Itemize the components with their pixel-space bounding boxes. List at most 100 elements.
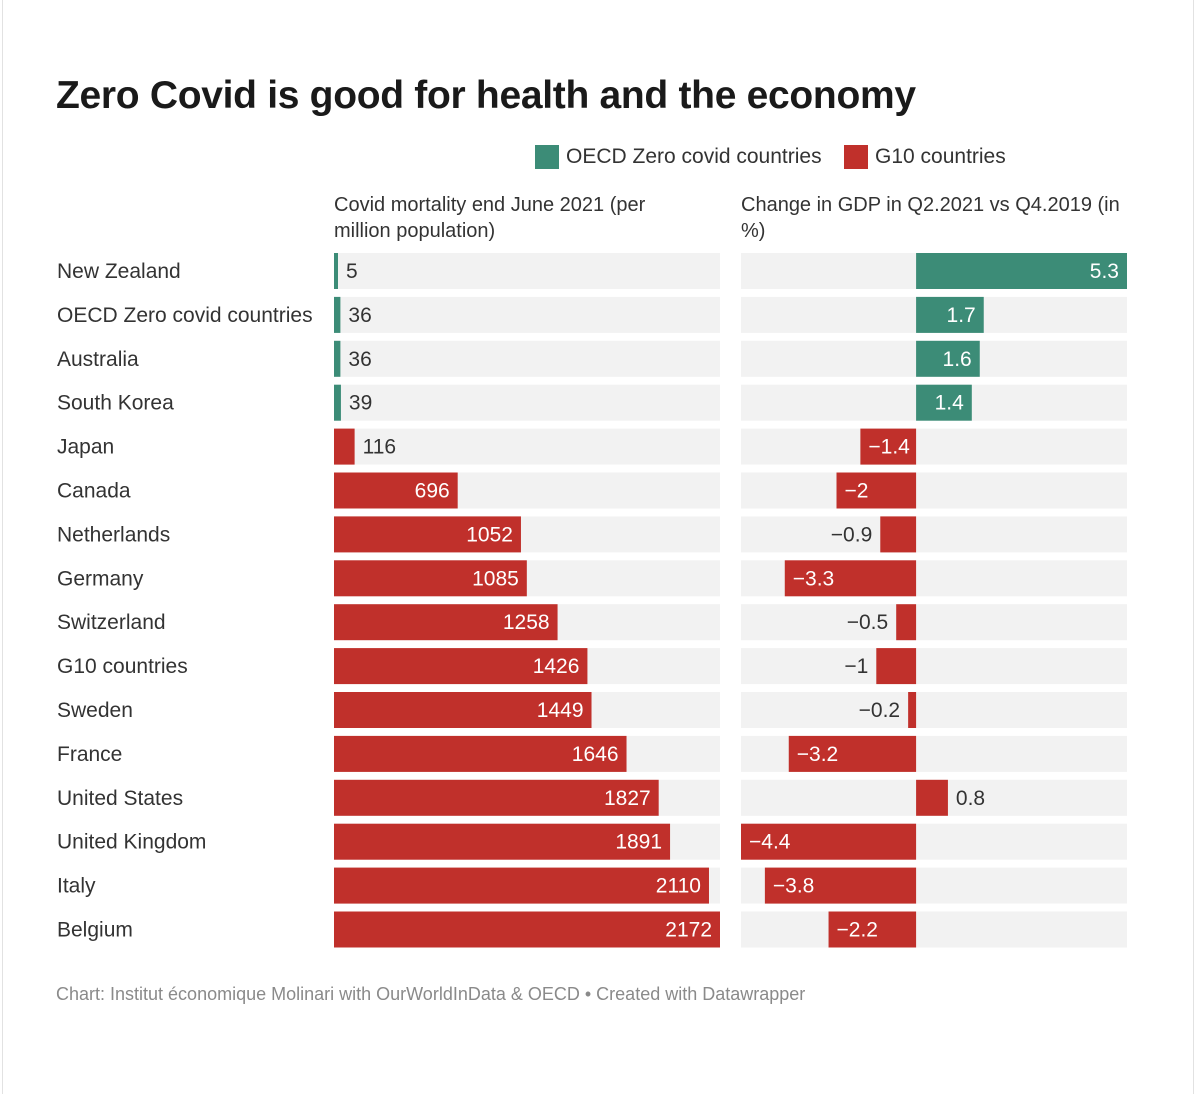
mortality-value-united-kingdom: 1891 — [615, 831, 662, 854]
mortality-bar-sweden — [334, 692, 592, 728]
gdp-value-france: −3.2 — [797, 743, 838, 766]
mortality-bar-south-korea — [334, 384, 341, 421]
mortality-bar-belgium — [334, 911, 720, 948]
mortality-value-canada: 696 — [415, 480, 450, 503]
row-label-south-korea: South Korea — [57, 392, 174, 415]
mortality-track-australia — [334, 340, 720, 377]
gdp-bar-sweden — [908, 692, 917, 728]
gdp-value-sweden: −0.2 — [859, 699, 900, 722]
gdp-bar-united-states — [916, 779, 948, 816]
gdp-bar-australia — [916, 340, 980, 377]
mortality-bar-italy — [334, 867, 709, 904]
gdp-bar-france — [788, 735, 917, 772]
legend-label-g10: G10 countries — [875, 145, 1006, 168]
gdp-track-sweden — [741, 692, 1127, 728]
gdp-bar-belgium — [828, 911, 917, 948]
row-label-canada: Canada — [57, 480, 131, 503]
mortality-track-south-korea — [334, 384, 720, 421]
gdp-value-italy: −3.8 — [773, 875, 814, 898]
gdp-value-netherlands: −0.9 — [831, 523, 872, 546]
row-label-switzerland: Switzerland — [57, 611, 166, 634]
gdp-track-g10-countries — [741, 648, 1127, 685]
mortality-column-title: Covid mortality end June 2021 (per milli… — [334, 194, 646, 242]
gdp-value-united-kingdom: −4.4 — [749, 831, 791, 854]
chart-title: Zero Covid is good for health and the ec… — [56, 74, 916, 117]
gdp-value-japan: −1.4 — [868, 436, 910, 459]
mortality-value-france: 1646 — [572, 743, 619, 766]
gdp-value-south-korea: 1.4 — [935, 392, 965, 415]
gdp-bar-united-kingdom — [741, 823, 917, 860]
mortality-value-australia: 36 — [348, 348, 371, 371]
mortality-value-belgium: 2172 — [665, 919, 712, 942]
mortality-bar-japan — [334, 428, 355, 465]
gdp-bar-switzerland — [896, 604, 917, 641]
mortality-value-new-zealand: 5 — [346, 260, 358, 283]
mortality-bar-united-kingdom — [334, 823, 671, 860]
mortality-value-netherlands: 1052 — [466, 523, 513, 546]
row-label-germany: Germany — [57, 567, 144, 590]
mortality-value-japan: 116 — [363, 436, 396, 459]
gdp-bar-germany — [784, 560, 917, 597]
gdp-value-oecd-zero-covid-countries: 1.7 — [947, 304, 976, 327]
gdp-bar-japan — [860, 428, 917, 465]
legend-item-g10: G10 countries — [844, 142, 1006, 172]
mortality-track-japan — [334, 428, 720, 465]
mortality-bar-new-zealand — [334, 253, 338, 289]
gdp-track-canada — [741, 472, 1127, 509]
mortality-track-new-zealand — [334, 253, 720, 289]
gdp-track-switzerland — [741, 604, 1127, 641]
mortality-value-sweden: 1449 — [537, 699, 584, 722]
row-label-united-states: United States — [57, 787, 183, 810]
mortality-value-south-korea: 39 — [349, 392, 372, 415]
legend-label-zero-covid: OECD Zero covid countries — [566, 145, 822, 168]
row-label-sweden: Sweden — [57, 699, 133, 722]
gdp-column-title: Change in GDP in Q2.2021 vs Q4.2019 (in … — [741, 194, 1120, 242]
gdp-bar-new-zealand — [916, 253, 1127, 289]
mortality-value-g10-countries: 1426 — [533, 655, 580, 678]
row-label-oecd-zero-covid-countries: OECD Zero covid countries — [57, 304, 313, 327]
mortality-bar-germany — [334, 560, 527, 597]
row-label-new-zealand: New Zealand — [57, 260, 181, 283]
gdp-value-belgium: −2.2 — [837, 919, 878, 942]
gdp-value-germany: −3.3 — [793, 567, 834, 590]
row-label-italy: Italy — [57, 875, 96, 898]
mortality-value-switzerland: 1258 — [503, 611, 550, 634]
mortality-bar-australia — [334, 340, 341, 377]
gdp-value-g10-countries: −1 — [844, 655, 868, 678]
gdp-value-united-states: 0.8 — [956, 787, 985, 810]
mortality-bar-canada — [334, 472, 458, 509]
row-label-belgium: Belgium — [57, 919, 133, 942]
legend-swatch-zero-covid — [535, 145, 559, 169]
gdp-track-japan — [741, 428, 1127, 465]
row-label-united-kingdom: United Kingdom — [57, 831, 206, 854]
gdp-value-canada: −2 — [845, 480, 869, 503]
gdp-bar-south-korea — [916, 384, 972, 421]
mortality-bar-netherlands — [334, 516, 521, 553]
mortality-track-oecd-zero-covid-countries — [334, 296, 720, 333]
gdp-bar-canada — [836, 472, 917, 509]
gdp-value-new-zealand: 5.3 — [1090, 260, 1119, 283]
mortality-bar-united-states — [334, 779, 659, 816]
gdp-track-belgium — [741, 911, 1127, 948]
mortality-value-united-states: 1827 — [604, 787, 651, 810]
row-label-australia: Australia — [57, 348, 139, 371]
mortality-bar-oecd-zero-covid-countries — [334, 296, 341, 333]
row-label-netherlands: Netherlands — [57, 523, 170, 546]
legend-swatch-g10 — [844, 145, 868, 169]
gdp-bar-netherlands — [880, 516, 917, 553]
mortality-value-italy: 2110 — [656, 875, 701, 898]
mortality-bar-france — [334, 735, 627, 772]
mortality-value-germany: 1085 — [472, 567, 519, 590]
gdp-bar-g10-countries — [876, 648, 917, 685]
source-note: Chart: Institut économique Molinari with… — [56, 984, 806, 1004]
row-label-france: France — [57, 743, 122, 766]
gdp-value-australia: 1.6 — [943, 348, 972, 371]
gdp-track-netherlands — [741, 516, 1127, 553]
gdp-value-switzerland: −0.5 — [847, 611, 888, 634]
gdp-bar-oecd-zero-covid-countries — [916, 296, 984, 333]
row-label-japan: Japan — [57, 436, 114, 459]
gdp-bar-italy — [764, 867, 917, 904]
row-label-g10-countries: G10 countries — [57, 655, 188, 678]
